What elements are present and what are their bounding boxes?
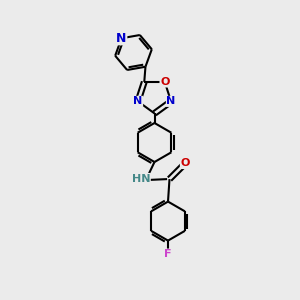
Text: N: N: [116, 32, 127, 45]
Text: F: F: [164, 249, 172, 259]
Text: N: N: [133, 96, 142, 106]
Text: HN: HN: [132, 173, 150, 184]
Text: N: N: [167, 96, 176, 106]
Text: O: O: [180, 158, 190, 169]
Text: O: O: [160, 77, 169, 87]
